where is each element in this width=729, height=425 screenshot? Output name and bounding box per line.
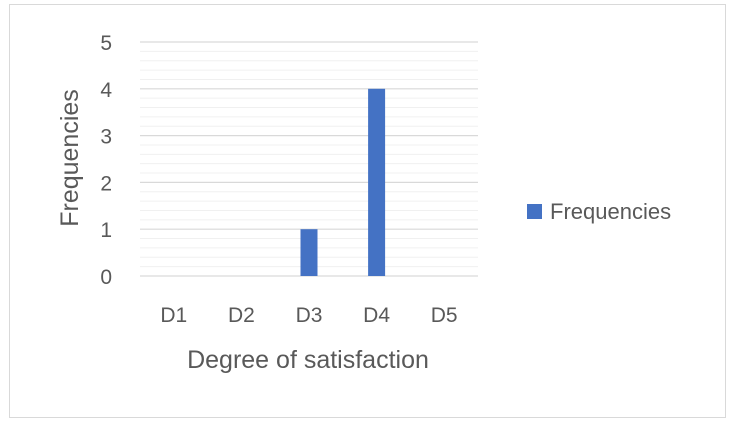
x-tick-label: D1 [160, 304, 187, 327]
legend-swatch [527, 204, 542, 219]
legend-label: Frequencies [550, 199, 671, 224]
y-tick-label: 1 [100, 219, 112, 242]
legend: Frequencies [527, 199, 671, 224]
bar-d3 [300, 229, 318, 276]
y-tick-label: 4 [100, 79, 112, 102]
y-tick-label: 5 [100, 32, 112, 55]
x-tick-label: D2 [228, 304, 255, 327]
x-axis-title: Degree of satisfaction [187, 346, 429, 374]
x-tick-label: D4 [363, 304, 390, 327]
gridlines [140, 41, 478, 277]
bars [300, 88, 386, 276]
y-tick-labels: 0 1 2 3 4 5 [100, 32, 112, 289]
chart-frame [9, 4, 726, 418]
y-axis-title: Frequencies [56, 89, 84, 227]
bar-d4 [368, 88, 386, 276]
y-tick-label: 3 [100, 126, 112, 149]
x-tick-label: D3 [296, 304, 323, 327]
x-tick-labels: D1 D2 D3 D4 D5 [160, 304, 457, 327]
y-tick-label: 0 [100, 266, 112, 289]
x-tick-label: D5 [431, 304, 458, 327]
y-tick-label: 2 [100, 172, 112, 195]
